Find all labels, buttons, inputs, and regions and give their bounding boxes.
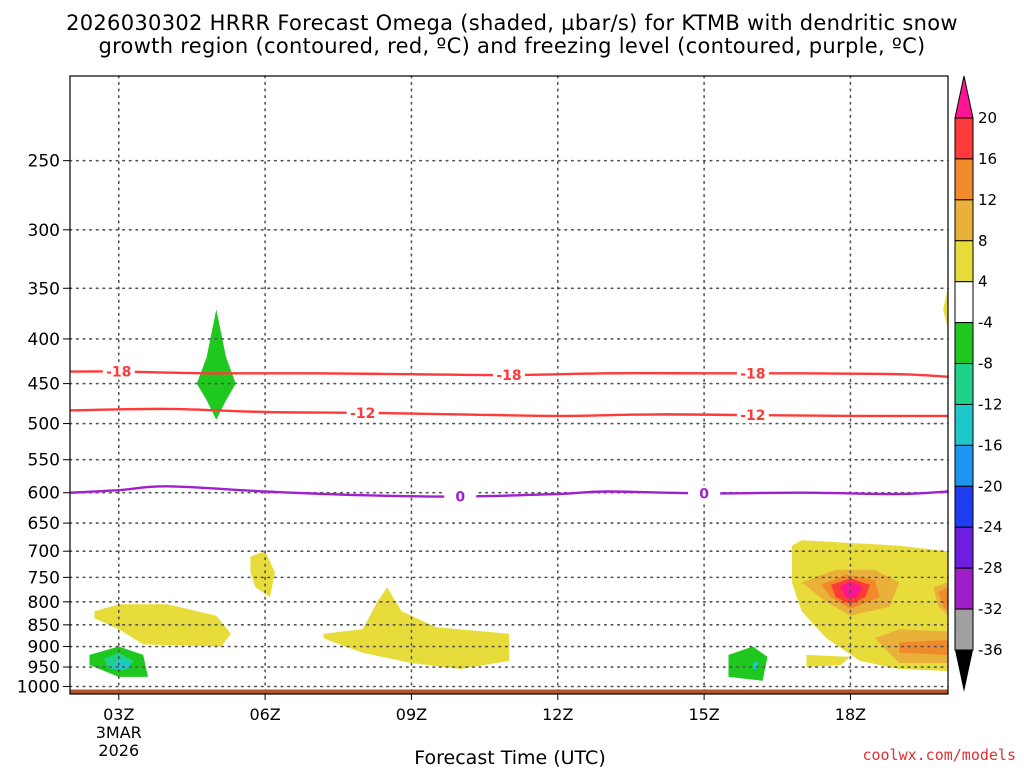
y-tick-label-350: 350 — [28, 279, 60, 299]
omega-region-downward-12-16-2 — [899, 640, 948, 655]
colorbar-label-12: -32 — [978, 600, 1003, 618]
contour-layer: -18 -18 -18 -12 -12 0 0 — [70, 363, 948, 505]
contour-label-bg-minus-18-1 — [493, 367, 525, 384]
contour-label-zero-1: 0 — [699, 486, 709, 502]
colorbar-label-5: -4 — [978, 314, 993, 332]
colorbar-segment-0 — [954, 117, 974, 160]
x-tick-label-03Z: 03Z — [103, 705, 134, 724]
contour-label-bg-minus-12-1 — [736, 407, 769, 424]
y-tick-label-800: 800 — [28, 593, 60, 613]
chart-title-line-1: 2026030302 HRRR Forecast Omega (shaded, … — [66, 11, 958, 35]
colorbar-segment-5 — [954, 322, 974, 365]
y-tick-label-750: 750 — [28, 568, 60, 588]
title-block: 2026030302 HRRR Forecast Omega (shaded, … — [66, 11, 958, 58]
omega-region-downward-04-08-4 — [806, 654, 851, 667]
x-tick-label-09Z: 09Z — [396, 705, 427, 724]
colorbar-label-6: -8 — [978, 355, 993, 373]
colorbar-label-2: 12 — [978, 191, 997, 209]
colorbar-label-3: 8 — [978, 232, 988, 250]
y-tick-label-450: 450 — [28, 375, 60, 395]
watermark: coolwx.com/models — [862, 746, 1016, 764]
contour-label-minus-18-1: -18 — [496, 368, 521, 384]
chart-title-line-2: growth region (contoured, red, ºC) and f… — [98, 34, 925, 58]
x-axis-label: Forecast Time (UTC) — [414, 747, 605, 768]
y-tick-label-650: 650 — [28, 514, 60, 534]
y-tick-label-600: 600 — [28, 484, 60, 504]
plot-frame — [69, 75, 949, 695]
colorbar-label-13: -36 — [978, 641, 1003, 659]
colorbar-segment-11 — [954, 567, 974, 610]
contour-label-bg-minus-12-0 — [346, 404, 379, 421]
colorbar-label-9: -20 — [978, 477, 1003, 495]
contour-label-zero-0: 0 — [455, 489, 465, 505]
omega-region-downward-12-16-1 — [938, 587, 948, 612]
y-tick-label-900: 900 — [28, 638, 60, 658]
y-tick-label-1000: 1000 — [17, 677, 60, 697]
colorbar-segment-8 — [954, 444, 974, 487]
colorbar-segment-12 — [954, 608, 974, 651]
y-tick-label-700: 700 — [28, 542, 60, 562]
colorbar-label-0: 20 — [978, 109, 997, 127]
y-tick-label-950: 950 — [28, 658, 60, 678]
colorbar-label-8: -16 — [978, 436, 1003, 454]
colorbar-label-7: -12 — [978, 395, 1003, 413]
y-tick-label-400: 400 — [28, 330, 60, 350]
omega-region-downward-04-08-2 — [323, 587, 509, 669]
x-date-label-0: 3MAR — [96, 723, 142, 742]
omega-region-upward-04-08-0 — [196, 309, 236, 420]
colorbar-segment-3 — [954, 240, 974, 283]
contour-label-minus-12-1: -12 — [740, 408, 765, 424]
colorbar-segment-7 — [954, 403, 974, 446]
x-tick-label-12Z: 12Z — [542, 705, 573, 724]
x-tick-label-06Z: 06Z — [249, 705, 280, 724]
x-tick-label-15Z: 15Z — [688, 705, 719, 724]
colorbar-label-4: 4 — [978, 273, 988, 291]
colorbar-segment-9 — [954, 485, 974, 528]
shaded-omega — [89, 288, 948, 681]
colorbar-label-11: -28 — [978, 559, 1003, 577]
y-tick-label-550: 550 — [28, 451, 60, 471]
colorbar-bottom-arrow — [955, 650, 973, 692]
axes: 2503003504004505005506006507007508008509… — [17, 75, 949, 760]
contour-label-minus-18-0: -18 — [106, 365, 131, 381]
contour-line-zero — [70, 485, 948, 498]
contour-lines: -18 -18 -18 -12 -12 0 0 — [70, 363, 948, 505]
terrain-band — [70, 689, 948, 694]
colorbar-segment-2 — [954, 199, 974, 242]
colorbar-segment-10 — [954, 526, 974, 569]
contour-label-minus-12-0: -12 — [350, 406, 375, 422]
x-date-label-1: 2026 — [98, 741, 139, 760]
y-tick-label-850: 850 — [28, 616, 60, 636]
colorbar-label-1: 16 — [978, 150, 997, 168]
colorbar: 20 16 12 8 4 -4 -8 -12 -16 -20 -24 -28 -32 -36 — [954, 75, 1003, 692]
contour-label-bg-minus-18-2 — [736, 365, 769, 382]
colorbar-segment-6 — [954, 363, 974, 405]
x-tick-label-18Z: 18Z — [835, 705, 866, 724]
omega-region-downward-04-08-1 — [250, 551, 275, 598]
omega-region-downward-above-20-0 — [840, 581, 863, 598]
colorbar-segment-1 — [954, 158, 974, 201]
colorbar-segment-4 — [954, 281, 974, 324]
y-tick-label-250: 250 — [28, 152, 60, 172]
colorbar-label-10: -24 — [978, 518, 1003, 536]
gridlines — [69, 75, 949, 695]
plot-area — [69, 75, 949, 695]
y-tick-label-500: 500 — [28, 415, 60, 435]
omega-region-downward-04-08-5 — [943, 288, 948, 330]
contour-label-bg-minus-18-0 — [102, 363, 135, 380]
contour-label-bg-zero-0 — [444, 488, 477, 505]
y-tick-label-300: 300 — [28, 221, 60, 241]
contour-label-bg-zero-1 — [688, 485, 721, 502]
omega-region-upward-04-08-2 — [728, 646, 768, 681]
contour-line-minus-12 — [70, 407, 948, 418]
colorbar-top-arrow — [954, 75, 974, 119]
contour-label-minus-18-2: -18 — [740, 366, 765, 382]
